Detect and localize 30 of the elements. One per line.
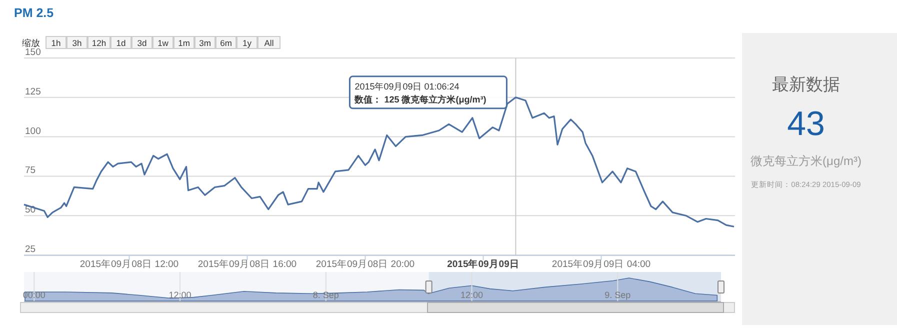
text: 3d (137, 38, 147, 48)
text: 3m (199, 38, 211, 48)
chart-title: PM 2.5 (14, 6, 54, 20)
y-tick-label: 100 (25, 126, 41, 137)
text: 1w (158, 38, 170, 48)
x-tick-label: 9. Sep (604, 290, 631, 300)
text: 1m (178, 38, 190, 48)
text: 最新数据 (772, 75, 840, 94)
annotation: 2015年09月09日 01:06:24 数值： 125 微克每立方米(μg/m³) (354, 81, 486, 104)
y-tick-label: 150 (25, 47, 41, 58)
x-tick-label: 12:00 (460, 290, 484, 300)
text: All (264, 38, 274, 48)
text: 12h (92, 38, 106, 48)
x-tick-label: 2015年09月08日 16:00 (198, 258, 297, 270)
y-tick-label: 125 (25, 86, 41, 98)
y-tick-label: 25 (25, 244, 36, 255)
text: 1y (242, 38, 252, 48)
text: 1h (51, 38, 61, 48)
text: 微克每立方米(μg/m³) (750, 154, 862, 168)
y-tick-label: 75 (25, 165, 36, 176)
x-tick-label: 12:00 (168, 290, 192, 300)
text: 6m (220, 38, 232, 48)
x-tick-label: 2015年09月09日 04:00 (552, 258, 651, 270)
text: 43 (787, 105, 825, 143)
x-tick-label: 2015年09月08日 20:00 (316, 258, 415, 270)
x-tick-label: 2015年09月08日 12:00 (80, 258, 179, 270)
x-tick-label: 2015年09月09日 (447, 258, 520, 270)
text: 缩放 (22, 38, 40, 48)
text: 1d (116, 38, 126, 48)
text: 3h (72, 38, 82, 48)
